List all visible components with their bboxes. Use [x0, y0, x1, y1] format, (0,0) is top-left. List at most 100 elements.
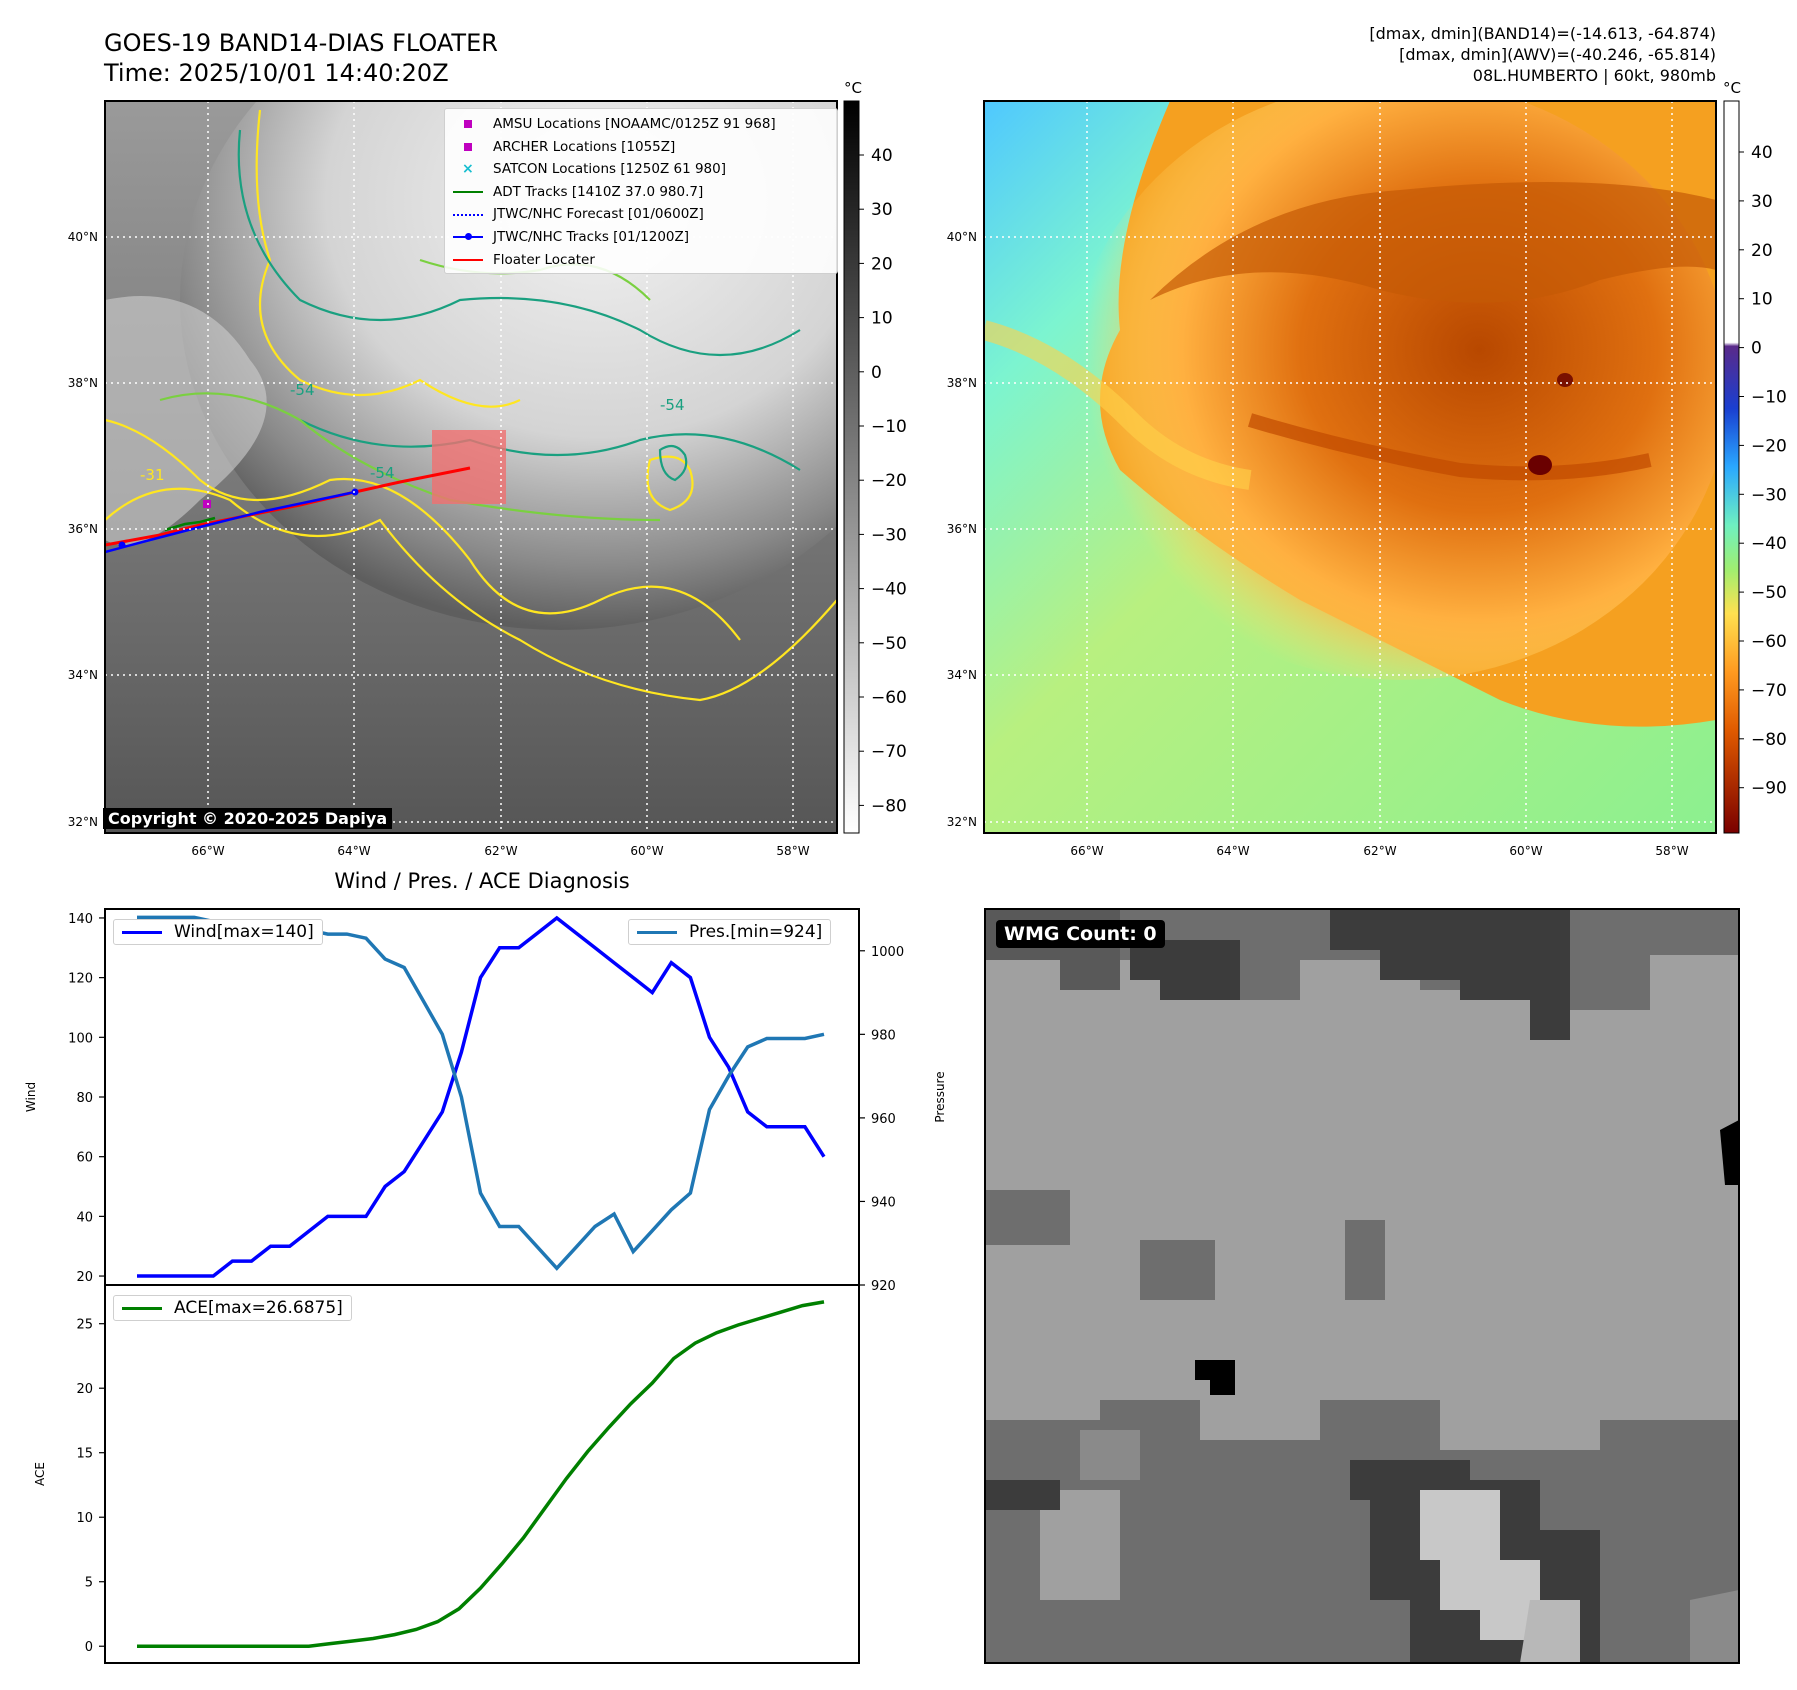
awv-map-lon-labels: 66°W 64°W 62°W 60°W 58°W: [1070, 844, 1688, 858]
colorbar-tick-label: −10: [871, 417, 907, 437]
lon-label: 64°W: [337, 844, 370, 858]
info-band14: [dmax, dmin](BAND14)=(-14.613, -64.874): [1369, 24, 1716, 43]
pressure-axis-label: Pressure: [933, 1071, 947, 1122]
lat-label: 34°N: [947, 668, 977, 682]
legend-label: Floater Locater: [493, 251, 595, 268]
colorbar-tick-label: −20: [1751, 436, 1787, 456]
legend-label: JTWC/NHC Tracks [01/1200Z]: [493, 228, 690, 245]
colorbar-tick-label: −60: [1751, 632, 1787, 652]
ace-legend: ACE[max=26.6875]: [113, 1295, 352, 1321]
contour-label: -54: [290, 381, 315, 399]
lon-label: 62°W: [1363, 844, 1396, 858]
wind-tick-label: 140: [68, 912, 93, 927]
wind-tick-label: 20: [76, 1270, 93, 1285]
pressure-tick-label: 940: [871, 1195, 896, 1210]
square-icon: [451, 117, 485, 131]
ace-tick-label: 5: [85, 1576, 93, 1591]
wmg-panel: [984, 908, 1740, 1664]
ace-axis-label: ACE: [33, 1462, 47, 1486]
lat-label: 40°N: [68, 230, 98, 244]
ace-tick-label: 25: [76, 1318, 93, 1333]
ace-legend-label: ACE[max=26.6875]: [174, 1298, 343, 1318]
wind-tick-label: 80: [76, 1091, 93, 1106]
legend-label: AMSU Locations [NOAAMC/0125Z 91 968]: [493, 116, 776, 132]
wind-legend-label: Wind[max=140]: [174, 922, 314, 942]
line-icon: [122, 930, 162, 934]
lon-label: 60°W: [630, 844, 663, 858]
lat-label: 38°N: [68, 376, 98, 390]
ir-map-lat-labels: 40°N 38°N 36°N 34°N 32°N: [68, 230, 98, 829]
wind-axis-label: Wind: [24, 1082, 38, 1112]
figure-title: GOES-19 BAND14-DIAS FLOATER: [104, 29, 498, 57]
lat-label: 40°N: [947, 230, 977, 244]
colorbar-tick-label: 30: [871, 200, 893, 220]
legend-label: ADT Tracks [1410Z 37.0 980.7]: [493, 183, 704, 200]
colorbar-tick-label: 20: [871, 254, 893, 274]
wind-tick-label: 120: [68, 972, 93, 987]
wind-series-line: [137, 915, 826, 1278]
colorbar-tick-label: −40: [1751, 534, 1787, 554]
legend-item-adt: ADT Tracks [1410Z 37.0 980.7]: [451, 181, 831, 204]
legend-item-satcon: × SATCON Locations [1250Z 61 980]: [451, 158, 831, 181]
info-storm: 08L.HUMBERTO | 60kt, 980mb: [1473, 66, 1716, 85]
lat-label: 36°N: [947, 522, 977, 536]
line-icon: [122, 1306, 162, 1310]
ace-series-line: [137, 1300, 825, 1648]
awv-map-panel: [983, 100, 1717, 834]
lat-label: 34°N: [68, 668, 98, 682]
map-legend: AMSU Locations [NOAAMC/0125Z 91 968] ARC…: [444, 108, 838, 275]
colorbar-tick-label: −30: [1751, 485, 1787, 505]
legend-item-amsu: AMSU Locations [NOAAMC/0125Z 91 968]: [451, 113, 831, 136]
lon-label: 62°W: [484, 844, 517, 858]
lat-label: 38°N: [947, 376, 977, 390]
ir-colorbar-unit: °C: [844, 79, 862, 97]
legend-item-archer: ARCHER Locations [1055Z]: [451, 136, 831, 159]
colorbar-tick-label: 10: [871, 309, 893, 329]
contour-label: -31: [140, 466, 165, 484]
ace-tick-label: 0: [85, 1640, 93, 1655]
colorbar-tick-label: −70: [871, 742, 907, 762]
awv-colorbar-unit: °C: [1723, 79, 1741, 97]
colorbar-tick-label: 0: [871, 363, 882, 383]
ace-tick-label: 20: [76, 1382, 93, 1397]
lon-label: 58°W: [1655, 844, 1688, 858]
colorbar-tick-label: −10: [1751, 388, 1787, 408]
ir-map-lon-labels: 66°W 64°W 62°W 60°W 58°W: [191, 844, 809, 858]
colorbar-tick-label: −80: [871, 796, 907, 816]
line-icon: [637, 930, 677, 934]
line-icon: [451, 253, 485, 267]
colorbar-tick-label: −20: [871, 471, 907, 491]
pressure-legend-label: Pres.[min=924]: [689, 922, 823, 942]
lon-label: 58°W: [776, 844, 809, 858]
lon-label: 60°W: [1509, 844, 1542, 858]
lon-label: 66°W: [191, 844, 224, 858]
lon-label: 66°W: [1070, 844, 1103, 858]
colorbar-tick-label: −60: [871, 688, 907, 708]
legend-item-jtwc-tracks: JTWC/NHC Tracks [01/1200Z]: [451, 226, 831, 249]
colorbar-tick-label: −90: [1751, 779, 1787, 799]
info-awv: [dmax, dmin](AWV)=(-40.246, -65.814): [1399, 45, 1716, 64]
awv-gridlines: [984, 101, 1716, 833]
wind-tick-label: 100: [68, 1031, 93, 1046]
diagnosis-title: Wind / Pres. / ACE Diagnosis: [334, 869, 629, 893]
legend-label: JTWC/NHC Forecast [01/0600Z]: [493, 206, 704, 223]
contour-label: -54: [370, 464, 395, 482]
wind-tick-label: 60: [76, 1151, 93, 1166]
lat-label: 32°N: [947, 815, 977, 829]
wind-tick-label: 40: [76, 1210, 93, 1225]
cross-icon: ×: [462, 161, 474, 178]
lat-label: 32°N: [68, 815, 98, 829]
colorbar-tick-label: −70: [1751, 681, 1787, 701]
legend-item-jtwc-forecast: JTWC/NHC Forecast [01/0600Z]: [451, 203, 831, 226]
awv-colorbar: °C 40 30 20 10 0 −10 −20 −30 −40 −50 −60 −70 −80 −90: [1723, 79, 1787, 834]
wind-legend: Wind[max=140]: [113, 919, 323, 945]
ir-colorbar: °C 40 30 20 10 0 −10 −20 −30 −40 −50 −60 −70 −80: [843, 79, 907, 834]
colorbar-tick-label: −30: [871, 525, 907, 545]
colorbar-tick-label: 0: [1751, 339, 1762, 359]
legend-label: SATCON Locations [1250Z 61 980]: [493, 161, 726, 178]
line-icon: [451, 185, 485, 199]
colorbar-tick-label: 40: [871, 146, 893, 166]
colorbar-tick-label: 40: [1751, 143, 1773, 163]
dotted-line-icon: [451, 208, 485, 222]
